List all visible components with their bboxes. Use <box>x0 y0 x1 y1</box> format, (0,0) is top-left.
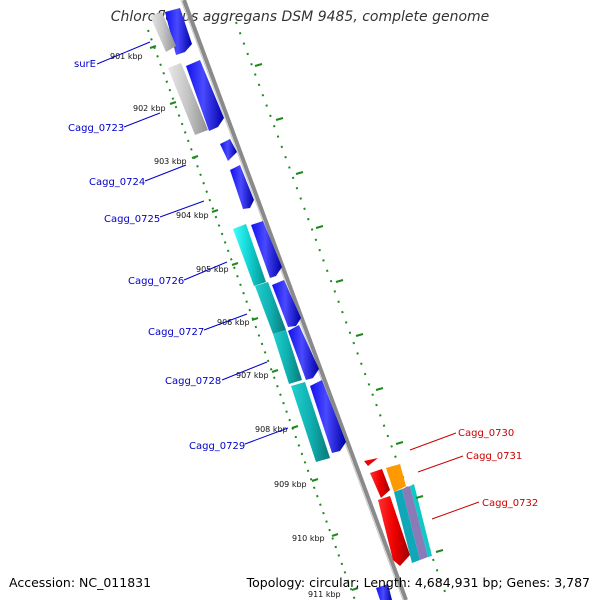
forward-leader-lines <box>96 41 289 445</box>
pseudo-features <box>150 12 330 462</box>
orange-feature <box>386 464 406 492</box>
gray-feature-1 <box>150 12 176 52</box>
kbp-label: 906 kbp <box>217 318 250 327</box>
cds-forward-4 <box>230 165 254 209</box>
forward-gene-labels: surE Cagg_0723 Cagg_0724 Cagg_0725 Cagg_… <box>68 59 245 452</box>
cds-forward-3 <box>220 139 237 161</box>
cds-reverse-3 <box>378 496 410 566</box>
kbp-tick-901 <box>149 45 157 49</box>
cyan-feature-4 <box>291 382 330 462</box>
kbp-label: 901 kbp <box>110 52 143 61</box>
reverse-strand-features <box>364 458 432 566</box>
kbp-tick-902 <box>169 101 177 105</box>
kbp-tick-labels: 901 kbp 902 kbp 903 kbp 904 kbp 905 kbp … <box>110 52 341 599</box>
kbp-label: 902 kbp <box>133 104 166 113</box>
kbp-tick-905 <box>231 262 239 266</box>
gene-label-cagg-0725[interactable]: Cagg_0725 <box>104 214 160 225</box>
gene-label-cagg-0726[interactable]: Cagg_0726 <box>128 276 184 287</box>
cds-forward-5 <box>251 221 282 278</box>
kbp-label: 908 kbp <box>255 425 288 434</box>
purple-feature <box>402 486 428 560</box>
kbp-label: 903 kbp <box>154 157 187 166</box>
kbp-tick-909 <box>311 478 319 482</box>
gene-label-cagg-0724[interactable]: Cagg_0724 <box>89 177 145 188</box>
kbp-tick-903 <box>191 155 199 159</box>
kbp-label: 907 kbp <box>236 371 269 380</box>
inner-tick-ring <box>147 29 356 600</box>
gene-label-cagg-0730[interactable]: Cagg_0730 <box>458 428 514 439</box>
cds-forward-7 <box>288 325 319 380</box>
cds-forward-bottom <box>376 584 392 600</box>
cds-forward-2 <box>186 60 224 131</box>
cyan-feature-1 <box>233 224 266 286</box>
kbp-tick-907 <box>271 369 279 373</box>
teal-feature <box>394 489 420 563</box>
reverse-leader-lines <box>409 432 480 520</box>
kbp-label: 910 kbp <box>292 534 325 543</box>
gene-label-surE[interactable]: surE <box>74 59 96 70</box>
genome-summary-text: Topology: circular; Length: 4,684,931 bp… <box>246 575 590 590</box>
cyan-feature-2 <box>255 282 286 334</box>
kbp-tick-908 <box>291 425 299 429</box>
map-title: Chloroflexus aggregans DSM 9485, complet… <box>110 9 490 25</box>
outer-ring-ticks <box>254 63 444 553</box>
kbp-label: 905 kbp <box>196 265 229 274</box>
accession-text: Accession: NC_011831 <box>9 575 152 590</box>
cds-forward-1 <box>165 8 192 55</box>
kbp-tick-911 <box>351 587 359 591</box>
kbp-tick-910 <box>331 533 339 537</box>
reverse-gene-labels: Cagg_0730 Cagg_0731 Cagg_0732 <box>458 428 538 509</box>
gene-label-cagg-0729[interactable]: Cagg_0729 <box>189 441 245 452</box>
gene-label-cagg-0731[interactable]: Cagg_0731 <box>466 451 522 462</box>
cds-reverse-2 <box>370 469 390 498</box>
cyan-feature-3 <box>273 330 302 384</box>
kbp-label: 911 kbp <box>308 590 341 599</box>
gene-label-cagg-0732[interactable]: Cagg_0732 <box>482 498 538 509</box>
gene-label-cagg-0723[interactable]: Cagg_0723 <box>68 123 124 134</box>
kbp-tick-904 <box>211 209 219 213</box>
gray-feature-2 <box>168 63 208 135</box>
cds-reverse-1 <box>364 458 378 466</box>
kbp-tick-marks <box>149 45 359 591</box>
forward-strand-features <box>165 8 346 453</box>
cds-forward-6 <box>272 280 301 327</box>
kbp-tick-906 <box>251 317 259 321</box>
kbp-label: 904 kbp <box>176 211 209 220</box>
kbp-label: 909 kbp <box>274 480 307 489</box>
teal-feature-2 <box>410 484 432 557</box>
genome-axis <box>182 0 408 600</box>
cds-forward-8 <box>310 380 346 453</box>
gene-label-cagg-0728[interactable]: Cagg_0728 <box>165 376 221 387</box>
gene-label-cagg-0727[interactable]: Cagg_0727 <box>148 327 204 338</box>
